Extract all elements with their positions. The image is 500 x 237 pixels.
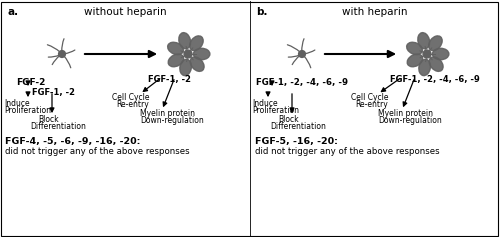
Text: Myelin protein: Myelin protein [140, 109, 195, 118]
Text: Differentiation: Differentiation [30, 122, 86, 131]
Text: FGF-2: FGF-2 [16, 78, 46, 87]
Circle shape [184, 50, 192, 58]
Text: FGF-4, -5, -6, -9, -16, -20:: FGF-4, -5, -6, -9, -16, -20: [5, 137, 140, 146]
Text: Induce: Induce [252, 99, 278, 108]
Ellipse shape [428, 36, 442, 51]
Text: Cell Cycle: Cell Cycle [112, 93, 150, 102]
Ellipse shape [432, 48, 449, 60]
Text: Re-entry: Re-entry [355, 100, 388, 109]
Circle shape [423, 50, 431, 58]
Text: did not trigger any of the above responses: did not trigger any of the above respons… [5, 147, 190, 156]
Circle shape [298, 50, 306, 57]
Text: Re-entry: Re-entry [116, 100, 149, 109]
Ellipse shape [429, 57, 443, 71]
Ellipse shape [179, 33, 190, 49]
Text: FGF-1, -2, -4, -6, -9: FGF-1, -2, -4, -6, -9 [256, 78, 348, 87]
Text: Down-regulation: Down-regulation [378, 116, 442, 125]
Text: Differentiation: Differentiation [270, 122, 326, 131]
Text: a.: a. [8, 7, 19, 17]
Ellipse shape [418, 33, 430, 49]
Ellipse shape [168, 54, 184, 67]
Circle shape [58, 50, 66, 57]
Text: Block: Block [38, 115, 58, 124]
Text: Cell Cycle: Cell Cycle [351, 93, 389, 102]
Text: Induce: Induce [4, 99, 30, 108]
Ellipse shape [180, 59, 192, 76]
Text: FGF-1, -2: FGF-1, -2 [32, 88, 75, 97]
Ellipse shape [190, 57, 204, 71]
Text: did not trigger any of the above responses: did not trigger any of the above respons… [255, 147, 440, 156]
Text: b.: b. [256, 7, 268, 17]
Ellipse shape [194, 48, 210, 60]
Ellipse shape [190, 36, 203, 51]
Text: without heparin: without heparin [84, 7, 166, 17]
Text: Myelin protein: Myelin protein [378, 109, 433, 118]
Text: with heparin: with heparin [342, 7, 408, 17]
Text: Proliferation: Proliferation [4, 106, 51, 115]
Ellipse shape [168, 42, 184, 55]
Text: Proliferation: Proliferation [252, 106, 299, 115]
Text: FGF-5, -16, -20:: FGF-5, -16, -20: [255, 137, 338, 146]
Ellipse shape [406, 42, 422, 55]
Text: Down-regulation: Down-regulation [140, 116, 204, 125]
Ellipse shape [419, 59, 430, 76]
Text: FGF-1, -2: FGF-1, -2 [148, 75, 191, 84]
Ellipse shape [407, 54, 422, 67]
Text: FGF-1, -2, -4, -6, -9: FGF-1, -2, -4, -6, -9 [390, 75, 480, 84]
Text: Block: Block [278, 115, 298, 124]
